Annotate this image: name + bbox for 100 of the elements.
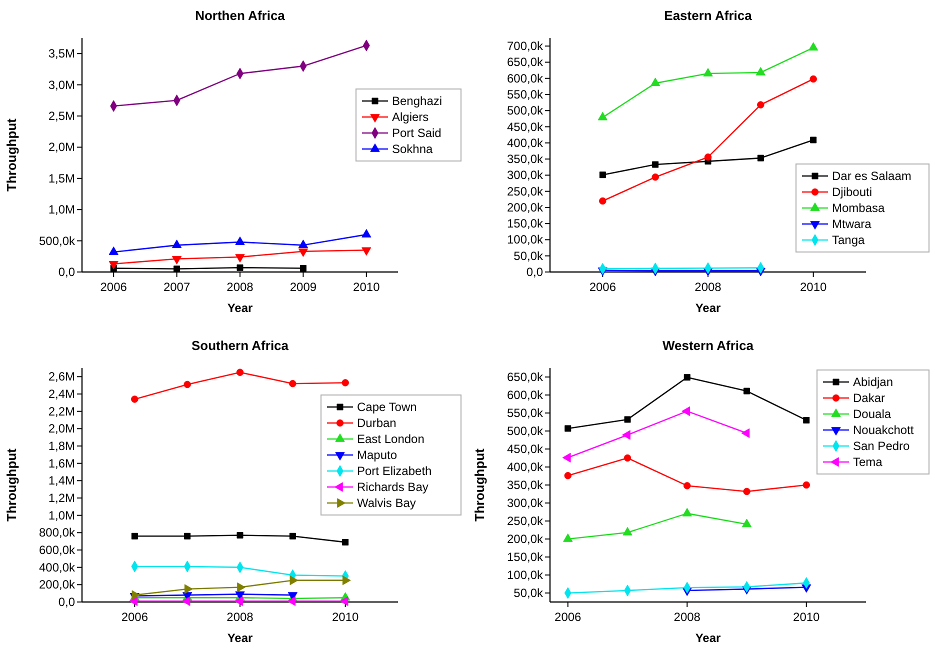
point [652, 161, 659, 168]
point [564, 472, 572, 480]
y-tick-label: 400,0k [506, 460, 544, 474]
y-tick-label: 150,0k [506, 216, 544, 231]
y-tick-label: 1,0M [48, 508, 75, 522]
point [624, 416, 631, 423]
x-tick-label: 2008 [694, 280, 722, 294]
y-tick-label: 250,0k [506, 514, 544, 528]
point [803, 416, 810, 424]
point [236, 264, 244, 271]
point [300, 265, 306, 272]
y-tick-label: 200,0k [506, 200, 544, 214]
y-axis-title: Throughput [4, 448, 19, 522]
y-tick-label: 550,0k [506, 87, 544, 102]
point [810, 75, 817, 83]
point [652, 173, 659, 181]
y-tick-label: 1,2M [48, 491, 75, 505]
y-tick-label: 500,0k [506, 104, 544, 118]
point [802, 481, 810, 489]
y-tick-label: 350,0k [506, 478, 544, 492]
legend-label: Mtwara [832, 217, 872, 231]
y-axis-title: Throughput [472, 448, 487, 522]
chart-title: Northen Africa [195, 8, 286, 23]
point [298, 248, 308, 257]
y-tick-label: 600,0k [38, 543, 76, 557]
legend-label: Algiers [392, 110, 429, 124]
x-axis-title: Year [695, 631, 722, 645]
x-tick-label: 2007 [163, 280, 190, 294]
x-tick-label: 2010 [800, 280, 828, 294]
point [682, 406, 690, 416]
point [743, 488, 750, 496]
point [131, 396, 138, 403]
point [342, 576, 351, 586]
point [757, 101, 764, 108]
x-tick-label: 2006 [100, 280, 128, 294]
x-axis-title: Year [227, 631, 254, 645]
point [704, 153, 712, 161]
point [742, 518, 752, 528]
point [757, 154, 764, 162]
point [598, 112, 608, 120]
y-tick-label: 200,0k [38, 578, 76, 592]
point [108, 261, 118, 270]
point [174, 266, 180, 272]
point [298, 240, 308, 248]
point [287, 596, 296, 606]
x-tick-label: 2010 [332, 610, 360, 624]
point [236, 368, 244, 376]
point [235, 254, 245, 263]
x-tick-label: 2008 [674, 610, 701, 624]
legend-label: Mombasa [832, 201, 886, 215]
point [184, 532, 191, 540]
point [342, 379, 349, 386]
y-tick-label: 400,0k [506, 136, 544, 150]
y-tick-label: 2,2M [48, 404, 75, 418]
y-tick-label: 2,0M [48, 422, 75, 436]
y-tick-label: 2,5M [48, 109, 75, 123]
point [810, 136, 817, 144]
y-tick-label: 1,5M [48, 171, 75, 186]
x-tick-label: 2006 [589, 280, 616, 294]
point [172, 256, 182, 264]
x-axis-title: Year [227, 301, 254, 315]
point [744, 388, 750, 394]
y-tick-label: 0,0 [526, 265, 544, 279]
x-tick-label: 2008 [226, 610, 254, 624]
point [131, 532, 138, 540]
point [234, 596, 243, 606]
point [703, 68, 713, 76]
y-tick-label: 1,6M [48, 456, 75, 470]
y-tick-label: 50,0k [514, 586, 544, 600]
y-tick-label: 600,0k [506, 71, 544, 86]
legend-label: Sokhna [392, 142, 434, 156]
y-tick-label: 2,0M [48, 140, 75, 154]
y-tick-label: 150,0k [506, 550, 544, 564]
y-tick-label: 2,6M [48, 370, 75, 384]
y-tick-label: 400,0k [38, 560, 76, 574]
point [622, 527, 632, 536]
point [108, 246, 118, 255]
point [129, 596, 138, 606]
point [682, 508, 692, 516]
x-tick-label: 2006 [121, 610, 148, 624]
x-tick-label: 2009 [290, 280, 317, 294]
legend-label: Abidjan [853, 375, 894, 389]
y-tick-label: 3,5M [48, 46, 75, 61]
point [684, 374, 690, 381]
legend-label: Cape Town [357, 400, 417, 414]
legend-label: Richards Bay [357, 480, 428, 494]
point [650, 78, 660, 86]
point [562, 452, 571, 462]
y-tick-label: 50,0k [514, 248, 544, 263]
y-tick-label: 300,0k [506, 168, 544, 182]
y-tick-label: 100,0k [506, 568, 544, 582]
x-axis-title: Year [695, 301, 722, 315]
point [172, 240, 182, 248]
point [182, 596, 190, 606]
legend-label: Benghazi [392, 94, 442, 108]
point [564, 425, 572, 432]
y-tick-label: 1,8M [48, 439, 75, 453]
y-tick-label: 350,0k [506, 152, 544, 166]
point [622, 430, 630, 440]
y-tick-label: 500,0k [38, 234, 76, 248]
